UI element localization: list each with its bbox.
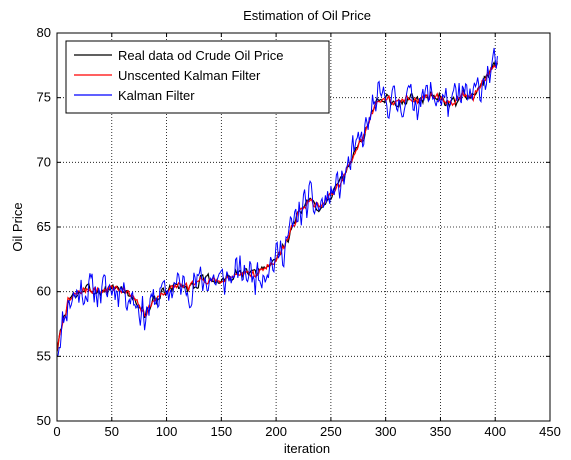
legend-label: Unscented Kalman Filter <box>118 68 261 83</box>
x-tick-label: 400 <box>484 424 506 439</box>
x-tick-label: 350 <box>430 424 452 439</box>
y-tick-label: 50 <box>37 413 51 428</box>
axis-ticks: 0 50 100 150 200 250 300 350 400 4505055606570758… <box>37 25 561 439</box>
legend-label: Real data od Crude Oil Price <box>118 48 283 63</box>
legend: Real data od Crude Oil Price Unscented Ka… <box>65 40 330 114</box>
y-tick-label: 70 <box>37 154 51 169</box>
series-line-3 <box>57 47 498 357</box>
x-tick-label: 150 <box>210 424 232 439</box>
y-axis-label: Oil Price <box>10 202 25 251</box>
x-tick-label: 450 <box>539 424 561 439</box>
x-tick-label: 200 <box>265 424 287 439</box>
chart-title: Estimation of Oil Price <box>243 8 371 23</box>
y-tick-label: 75 <box>37 90 51 105</box>
y-tick-label: 55 <box>37 348 51 363</box>
legend-box <box>65 40 330 114</box>
y-tick-label: 60 <box>37 284 51 299</box>
x-tick-label: 0 <box>53 424 60 439</box>
x-tick-label: 300 <box>375 424 397 439</box>
legend-label: Kalman Filter <box>118 88 195 103</box>
x-axis-label: iteration <box>284 441 330 456</box>
x-tick-label: 50 <box>105 424 119 439</box>
y-tick-label: 65 <box>37 219 51 234</box>
x-tick-label: 250 <box>320 424 342 439</box>
y-tick-label: 80 <box>37 25 51 40</box>
series-lines <box>57 47 498 357</box>
x-tick-label: 100 <box>156 424 178 439</box>
